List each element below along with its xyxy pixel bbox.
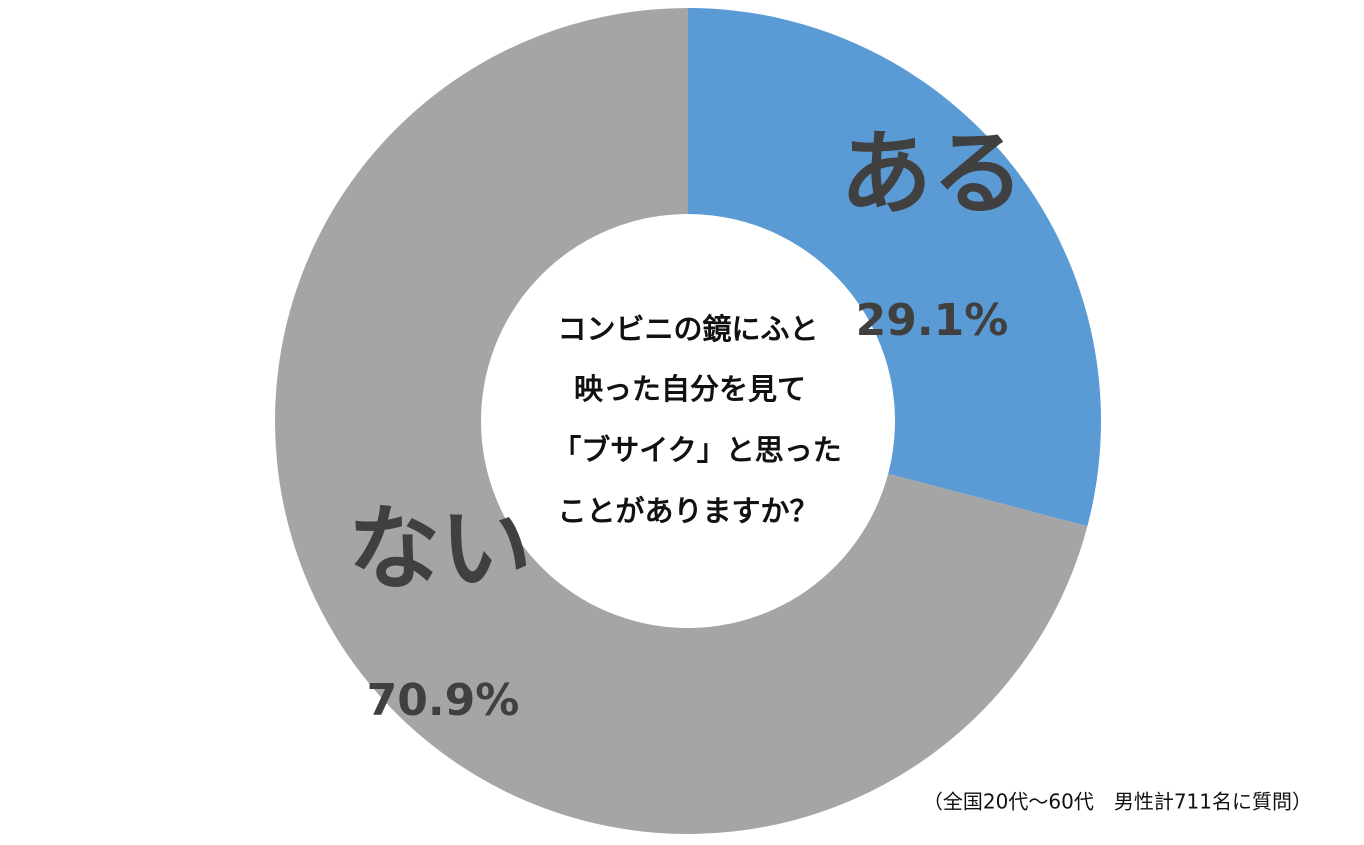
footnote: （全国20代～60代 男性計711名に質問）	[923, 790, 1312, 814]
center-title-line: コンビニの鏡にふと	[557, 312, 818, 346]
slices	[275, 8, 1101, 834]
value-label: 70.9%	[367, 675, 520, 726]
value-label: 29.1%	[856, 295, 1009, 346]
center-title-line: ことがありますか？	[557, 494, 818, 528]
center-title-line: 映った自分を見て	[574, 372, 806, 406]
donut-slice	[688, 8, 1101, 527]
category-label: ある	[840, 120, 1024, 227]
category-label: ない	[348, 495, 532, 602]
donut-slice	[275, 8, 1088, 834]
center-title-line: 「ブサイク」と思った	[552, 433, 841, 467]
